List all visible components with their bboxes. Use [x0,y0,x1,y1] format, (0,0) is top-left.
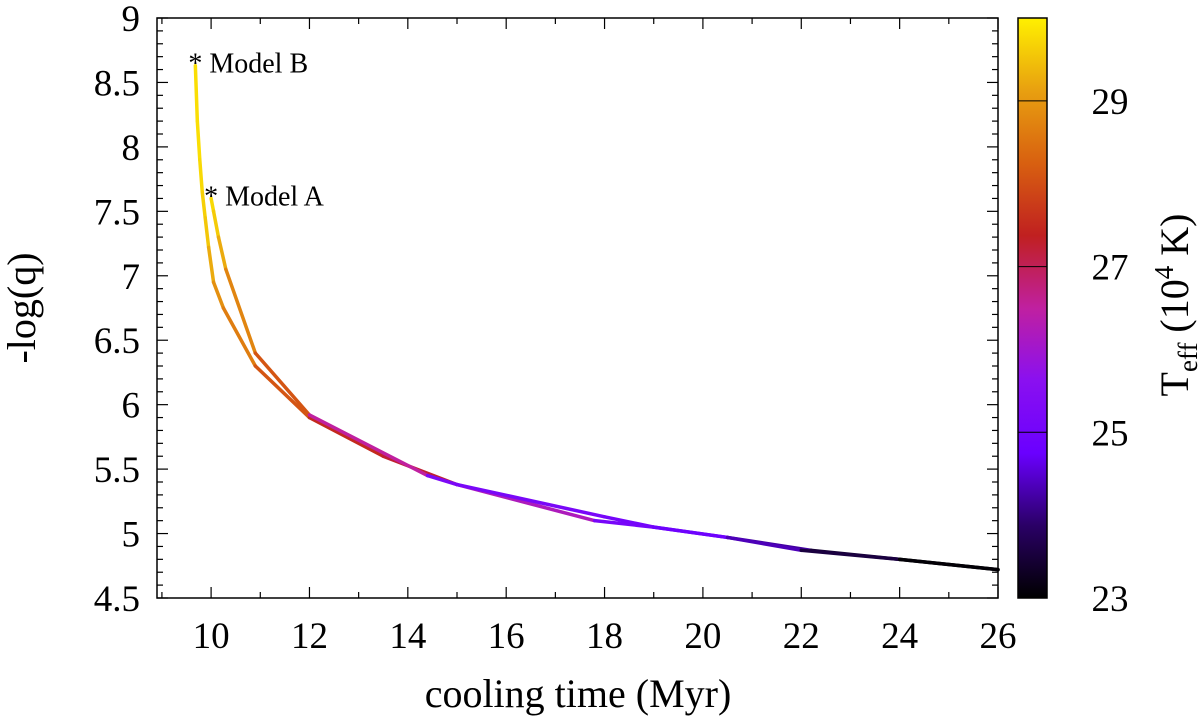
annotation-label: * Model B [188,49,308,80]
annotation-label: * Model A [204,181,325,212]
colorbar-gradient [1017,17,1048,599]
series-2-segment [455,482,607,519]
series-2-segment [425,473,459,487]
plot-frame [156,17,999,599]
colorbar: 23 25 27 29 [1017,17,1129,620]
x-tick-label: 18 [586,616,623,657]
plot-area: 10 12 14 16 18 20 22 24 26 4.5 5 5.5 6 6.5 7 7.5 8 8.5 9 * … [94,0,1017,657]
x-tick-label: 24 [881,616,918,657]
x-tick-label: 22 [783,616,820,657]
series-2-segment [602,515,656,529]
colorbar-tick-label: 23 [1092,579,1129,620]
series-1-segment [193,63,200,123]
colorbar-tick-label: 29 [1092,82,1129,123]
series-2-segment [224,267,258,355]
series-2 [209,196,1000,572]
y-tick-label: 5.5 [94,450,140,491]
y-tick-label: 8 [122,128,141,169]
series-1-segment [198,158,204,194]
series-2-segment [799,548,902,562]
y-axis-label: -log(q) [0,252,44,363]
series-1-segment [253,364,312,420]
y-tick-label: 5 [122,515,141,556]
colorbar-label-end: K) [1152,214,1197,266]
colorbar-label-rest: (10 [1152,279,1197,342]
x-tick-label: 20 [684,616,721,657]
x-axis-label: cooling time (Myr) [425,671,732,716]
y-tick-label: 8.5 [94,63,140,104]
series-2-segment [216,235,228,272]
series-2-segment [253,351,312,417]
colorbar-label-sup: 4 [1149,265,1179,279]
x-tick-label: 12 [291,616,328,657]
series-2-segment [897,557,1000,572]
series-2-segment [651,525,730,540]
y-tick-label: 4.5 [94,579,140,620]
series-2-segment [307,413,430,478]
colorbar-label: Teff (104 K) [1149,214,1200,397]
series-1-segment [195,119,202,162]
y-tick-label: 6.5 [94,321,140,362]
colorbar-tick-label: 25 [1092,413,1129,454]
y-tick-label: 9 [122,0,141,40]
colorbar-label-main: T [1152,372,1197,396]
x-tick-label: 26 [980,616,1017,657]
series-1-segment [221,306,258,368]
series-1-segment [211,280,226,310]
series-2-segment [209,196,216,214]
series-1-segment [200,190,207,220]
x-tick-label: 10 [193,616,230,657]
colorbar-label-sub: eff [1173,343,1200,372]
series-1-segment [203,216,211,250]
series-1-segment [206,245,216,284]
series-2-segment [725,535,804,553]
y-tick-label: 7 [122,257,141,298]
series-2-segment [211,209,221,239]
y-tick-label: 7.5 [94,192,140,233]
series-1-segment [307,415,385,458]
x-tick-label: 14 [389,616,426,657]
colorbar-tick-label: 27 [1092,248,1129,289]
y-tick-label: 6 [122,386,141,427]
x-tick-label: 16 [488,616,525,657]
series-1 [193,63,1000,572]
